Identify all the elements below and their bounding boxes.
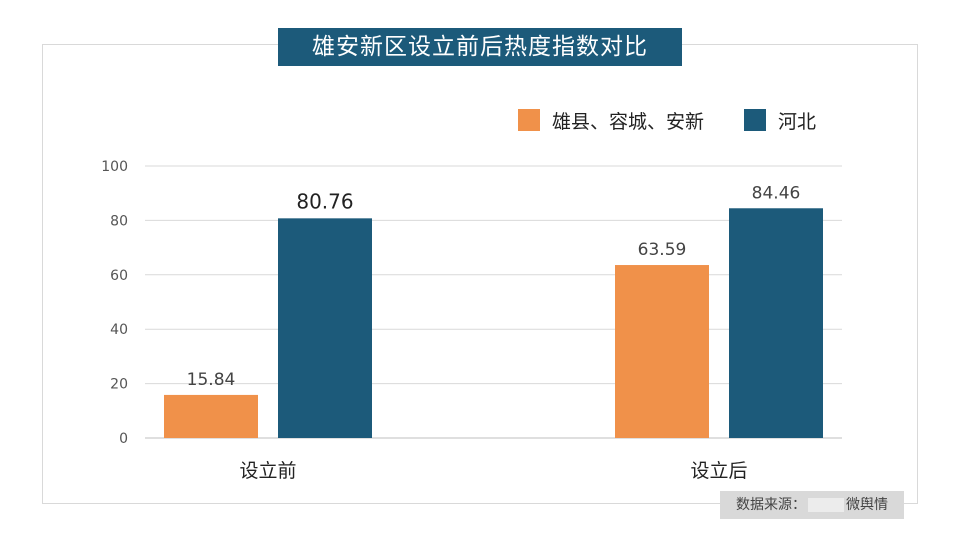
legend: 雄县、容城、安新 河北 xyxy=(518,106,816,134)
bar xyxy=(615,265,709,438)
legend-item-series-2: 河北 xyxy=(744,107,816,134)
y-tick-label: 80 xyxy=(110,213,128,229)
y-tick-label: 100 xyxy=(101,159,128,175)
y-tick-label: 60 xyxy=(110,268,128,284)
data-label: 15.84 xyxy=(187,370,236,390)
data-label: 80.76 xyxy=(296,189,353,213)
legend-swatch-series-1 xyxy=(518,109,540,131)
y-tick-label: 40 xyxy=(110,322,128,338)
legend-label-series-2: 河北 xyxy=(778,110,817,133)
y-tick-label: 20 xyxy=(110,377,128,393)
data-label: 84.46 xyxy=(752,183,801,203)
bar xyxy=(278,218,372,438)
legend-swatch-series-2 xyxy=(744,109,767,131)
bar xyxy=(729,208,823,438)
source-note: 数据来源： 微舆情 xyxy=(720,491,904,519)
y-tick-label: 0 xyxy=(119,431,128,447)
legend-item-series-1: 雄县、容城、安新 xyxy=(518,107,704,134)
bar xyxy=(164,394,258,438)
redacted-block xyxy=(808,498,844,512)
data-label: 63.59 xyxy=(638,240,687,260)
legend-label-series-1: 雄县、容城、安新 xyxy=(552,110,705,133)
source-suffix: 微舆情 xyxy=(846,497,888,513)
x-tick-label: 设立后 xyxy=(690,460,747,482)
source-prefix: 数据来源： xyxy=(736,497,806,513)
chart-title: 雄安新区设立前后热度指数对比 xyxy=(278,28,682,66)
x-tick-label: 设立前 xyxy=(239,460,296,482)
